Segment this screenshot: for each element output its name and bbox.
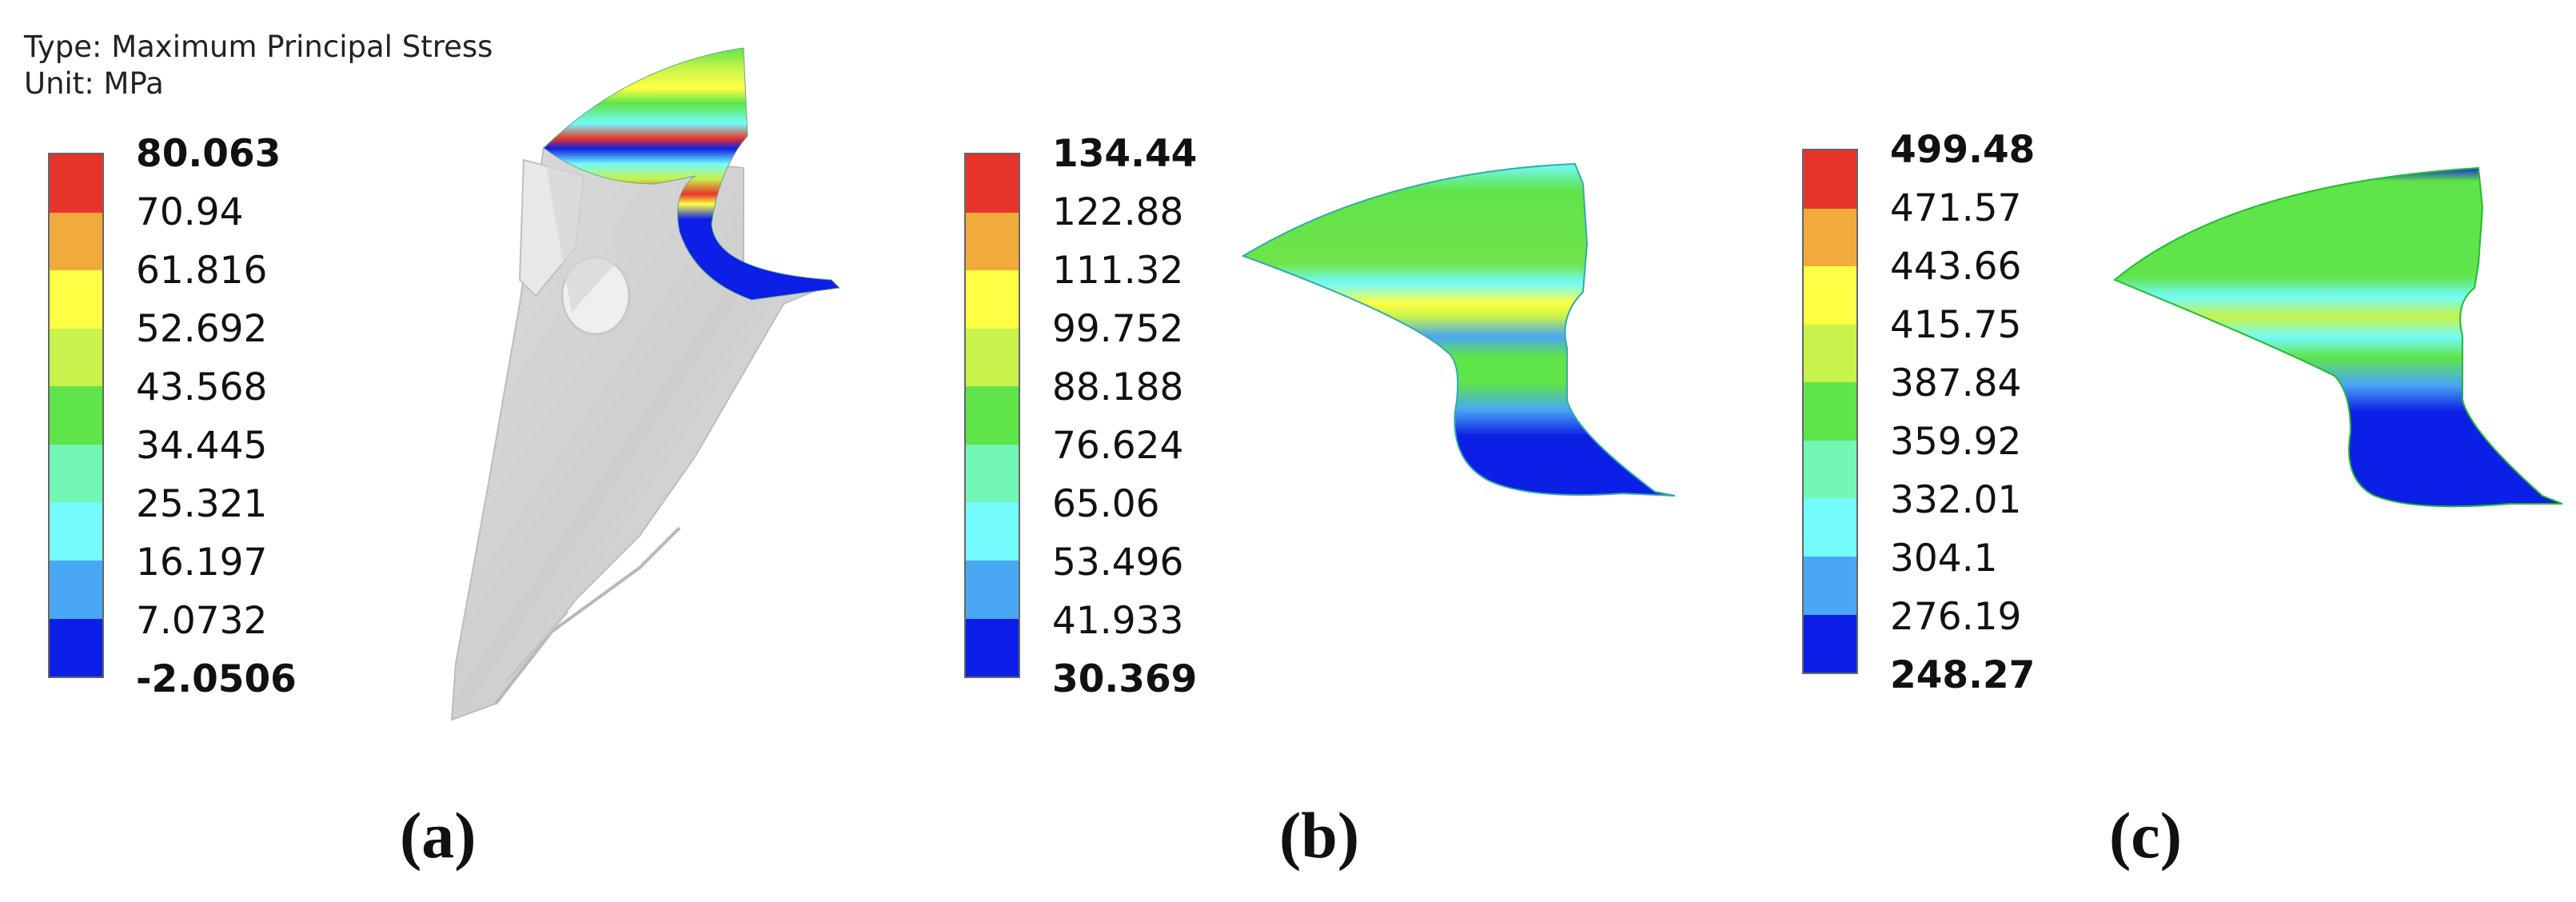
color-legend-c: 499.48 471.57 443.66 415.75 387.84 359.92 332.… xyxy=(1802,128,2138,704)
legend-value-label: 99.752 xyxy=(1052,307,1184,351)
legend-value-label: 41.933 xyxy=(1052,599,1184,643)
legend-color-swatch xyxy=(1804,498,1856,557)
legend-color-swatch xyxy=(50,328,102,387)
legend-value-label: 76.624 xyxy=(1052,424,1184,468)
legend-value-label: 43.568 xyxy=(136,365,268,409)
legend-value-label: 7.0732 xyxy=(136,599,268,643)
stress-contour-model-a xyxy=(450,47,841,721)
legend-color-swatch xyxy=(50,502,102,561)
legend-color-swatch xyxy=(50,618,102,677)
legend-color-swatch xyxy=(1804,556,1856,615)
stress-contour-model-c xyxy=(2113,166,2563,508)
legend-color-swatch xyxy=(966,386,1019,445)
legend-value-label: 25.321 xyxy=(136,482,268,526)
legend-value-label: 122.88 xyxy=(1052,190,1184,234)
legend-color-bar xyxy=(48,153,104,678)
legend-color-swatch xyxy=(50,212,102,271)
legend-color-swatch xyxy=(966,328,1019,387)
legend-color-swatch xyxy=(1804,150,1856,209)
stress-contour-model-b xyxy=(1241,162,1676,497)
legend-color-bar xyxy=(964,153,1020,678)
legend-color-swatch xyxy=(966,502,1019,561)
legend-value-label: 443.66 xyxy=(1890,245,2022,289)
legend-color-swatch xyxy=(966,618,1019,677)
legend-color-swatch xyxy=(50,560,102,619)
legend-value-label: 80.063 xyxy=(136,132,281,176)
stress-fillet-region xyxy=(543,47,841,301)
legend-value-label: 387.84 xyxy=(1890,361,2022,405)
legend-value-label: 53.496 xyxy=(1052,541,1184,585)
legend-value-label: 30.369 xyxy=(1052,657,1198,701)
legend-value-label: -2.0506 xyxy=(136,657,297,701)
legend-value-label: 61.816 xyxy=(136,249,268,293)
legend-value-label: 134.44 xyxy=(1052,132,1198,176)
panel-caption-b: (b) xyxy=(1279,799,1360,872)
panel-caption-c: (c) xyxy=(2109,799,2183,872)
legend-value-label: 65.06 xyxy=(1052,482,1160,526)
legend-value-label: 304.1 xyxy=(1890,537,1998,581)
legend-value-label: 16.197 xyxy=(136,541,268,585)
legend-color-swatch xyxy=(966,154,1019,213)
legend-value-label: 111.32 xyxy=(1052,249,1184,293)
legend-value-label: 415.75 xyxy=(1890,303,2022,347)
stress-fillet-shape-c xyxy=(2113,166,2563,508)
legend-color-swatch xyxy=(1804,266,1856,325)
legend-value-label: 52.692 xyxy=(136,307,268,351)
legend-value-label: 248.27 xyxy=(1890,653,2036,697)
legend-value-label: 70.94 xyxy=(136,190,244,234)
legend-color-swatch xyxy=(1804,440,1856,499)
legend-color-swatch xyxy=(50,154,102,213)
legend-color-swatch xyxy=(1804,382,1856,441)
legend-value-label: 332.01 xyxy=(1890,478,2022,522)
legend-value-label: 276.19 xyxy=(1890,595,2022,639)
legend-color-swatch xyxy=(1804,208,1856,267)
legend-color-swatch xyxy=(50,270,102,329)
legend-value-label: 471.57 xyxy=(1890,186,2022,230)
legend-color-swatch xyxy=(1804,614,1856,673)
legend-value-label: 499.48 xyxy=(1890,128,2036,172)
legend-color-swatch xyxy=(50,386,102,445)
legend-color-swatch xyxy=(966,212,1019,271)
legend-value-label: 359.92 xyxy=(1890,420,2022,464)
legend-color-swatch xyxy=(966,444,1019,503)
gray-body-shape xyxy=(450,146,832,721)
legend-color-swatch xyxy=(966,560,1019,619)
panel-caption-a: (a) xyxy=(400,799,477,872)
result-header: Type: Maximum Principal Stress Unit: MPa xyxy=(24,29,492,102)
result-type-label: Type: Maximum Principal Stress xyxy=(24,30,493,64)
legend-value-label: 88.188 xyxy=(1052,365,1184,409)
legend-color-swatch xyxy=(1804,324,1856,383)
color-legend-a: 80.063 70.94 61.816 52.692 43.568 34.445 25.32… xyxy=(48,132,384,708)
color-legend-b: 134.44 122.88 111.32 99.752 88.188 76.624 65.0… xyxy=(964,132,1300,708)
legend-value-label: 34.445 xyxy=(136,424,268,468)
stress-fillet-shape-b xyxy=(1241,162,1676,497)
result-unit-label: Unit: MPa xyxy=(24,66,164,101)
legend-color-swatch xyxy=(50,444,102,503)
legend-color-bar xyxy=(1802,149,1858,674)
legend-color-swatch xyxy=(966,270,1019,329)
